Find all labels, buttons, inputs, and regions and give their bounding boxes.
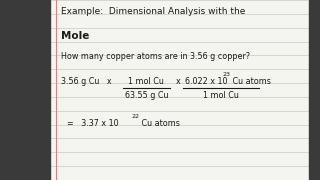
Text: Cu atoms: Cu atoms (139, 119, 180, 128)
Text: Example:  Dimensional Analysis with the: Example: Dimensional Analysis with the (61, 7, 245, 16)
Text: 22: 22 (132, 114, 140, 119)
Text: 6.022 x 10: 6.022 x 10 (185, 77, 228, 86)
Text: =   3.37 x 10: = 3.37 x 10 (67, 119, 119, 128)
Text: Cu atoms: Cu atoms (230, 77, 271, 86)
Text: x: x (175, 77, 180, 86)
Text: How many copper atoms are in 3.56 g copper?: How many copper atoms are in 3.56 g copp… (61, 52, 250, 61)
Bar (309, 0, 320, 180)
Text: 23: 23 (223, 72, 231, 77)
Bar (0, 0, 50, 180)
Text: 1 mol Cu: 1 mol Cu (128, 77, 164, 86)
Text: Mole: Mole (61, 31, 89, 41)
Text: 3.56 g Cu   x: 3.56 g Cu x (61, 77, 111, 86)
Text: 1 mol Cu: 1 mol Cu (203, 91, 239, 100)
Text: 63.55 g Cu: 63.55 g Cu (125, 91, 168, 100)
